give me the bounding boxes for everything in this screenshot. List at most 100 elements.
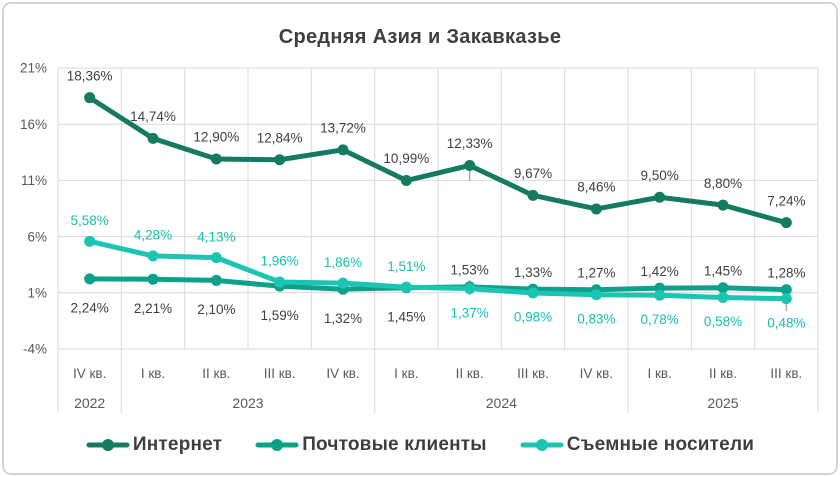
legend-item-3: Съемные носители (520, 434, 754, 456)
data-label: 1,53% (451, 263, 489, 278)
y-tick-label: 11% (21, 173, 47, 188)
series-marker (654, 191, 666, 203)
data-label: 0,83% (577, 311, 615, 326)
series-marker (717, 282, 729, 294)
data-label: 1,45% (704, 263, 742, 278)
legend-marker-icon (255, 439, 299, 451)
series-marker (210, 153, 222, 165)
series-marker (780, 217, 792, 229)
chart-title: Средняя Азия и Закавказье (278, 26, 562, 48)
data-label: 4,13% (197, 229, 235, 244)
y-tick-label: 6% (27, 229, 47, 244)
data-label: 9,50% (641, 168, 679, 183)
series-marker (527, 189, 539, 201)
series-marker (717, 199, 729, 211)
data-label: 0,48% (767, 315, 805, 330)
data-label: 13,72% (320, 121, 366, 136)
data-label: 2,24% (71, 301, 109, 316)
quarter-label: I кв. (141, 366, 165, 381)
series-marker (337, 277, 349, 289)
legend-item-2: Почтовые клиенты (255, 434, 487, 456)
series-marker (84, 273, 96, 285)
data-label: 1,28% (767, 265, 805, 280)
legend-label: Интернет (132, 434, 223, 455)
data-label: 1,27% (577, 265, 615, 280)
series-marker (337, 144, 349, 156)
quarter-label: I кв. (647, 366, 671, 381)
series-marker (717, 292, 729, 304)
series-marker (464, 159, 476, 171)
legend-item-1: Интернет (86, 434, 222, 456)
data-label: 1,42% (641, 264, 679, 279)
series-marker (780, 284, 792, 296)
series-marker (147, 273, 159, 285)
year-label: 2025 (707, 395, 738, 411)
y-tick-label: 1% (27, 286, 47, 301)
data-label: 12,33% (447, 136, 493, 151)
data-label: 0,78% (641, 312, 679, 327)
series-marker (274, 154, 286, 166)
data-label: 0,58% (704, 314, 742, 329)
quarter-label: IV кв. (326, 366, 359, 381)
quarter-label: II кв. (709, 366, 737, 381)
y-tick-label: 16% (20, 117, 47, 132)
series-marker (590, 203, 602, 215)
quarter-label: II кв. (456, 366, 484, 381)
data-label: 1,37% (451, 305, 489, 320)
series-marker (210, 274, 222, 286)
year-label: 2022 (74, 395, 105, 411)
chart-legend: Интернет Почтовые клиенты Съемные носители (0, 429, 840, 461)
quarter-label: I кв. (394, 366, 418, 381)
legend-label: Почтовые клиенты (302, 434, 487, 455)
data-label: 2,10% (197, 302, 235, 317)
data-label: 8,46% (577, 180, 615, 195)
quarter-label: IV кв. (73, 366, 106, 381)
series-marker (147, 132, 159, 144)
data-label: 1,51% (387, 259, 425, 274)
data-label: 2,21% (134, 301, 172, 316)
series-marker (527, 287, 539, 299)
series-line-1 (87, 95, 789, 226)
data-label: 18,36% (67, 68, 113, 83)
data-label: 1,32% (324, 311, 362, 326)
quarter-label: II кв. (202, 366, 230, 381)
series-marker (84, 92, 96, 104)
series-marker (464, 283, 476, 295)
data-label: 9,67% (514, 166, 552, 181)
year-label: 2024 (486, 395, 517, 411)
series-marker (400, 175, 412, 187)
data-label: 1,45% (387, 309, 425, 324)
legend-label: Съемные носители (566, 434, 755, 455)
legend-marker-icon (520, 439, 564, 451)
series-marker (590, 289, 602, 301)
data-label: 5,58% (71, 213, 109, 228)
data-label: 8,80% (704, 176, 742, 191)
year-label: 2023 (232, 395, 263, 411)
series-marker (210, 252, 222, 264)
data-label: 4,28% (134, 228, 172, 243)
series-marker (400, 281, 412, 293)
series-marker (84, 235, 96, 247)
data-label: 1,86% (324, 255, 362, 270)
series-marker (654, 289, 666, 301)
data-label: 12,90% (193, 130, 239, 145)
data-label: 1,33% (514, 265, 552, 280)
data-label: 12,84% (257, 130, 303, 145)
series-marker (780, 293, 792, 305)
quarter-label: III кв. (264, 366, 296, 381)
y-tick-label: 21% (20, 61, 47, 76)
quarter-label: IV кв. (580, 366, 613, 381)
quarter-label: III кв. (770, 366, 802, 381)
y-tick-label: -4% (23, 342, 47, 357)
series-marker (147, 250, 159, 262)
data-label: 7,24% (767, 193, 805, 208)
data-label: 10,99% (383, 151, 429, 166)
series-marker (274, 276, 286, 288)
legend-marker-icon (86, 439, 130, 451)
quarter-label: III кв. (517, 366, 549, 381)
data-label: 1,96% (261, 254, 299, 269)
series-line-3 (87, 238, 789, 302)
data-label: 1,59% (261, 308, 299, 323)
